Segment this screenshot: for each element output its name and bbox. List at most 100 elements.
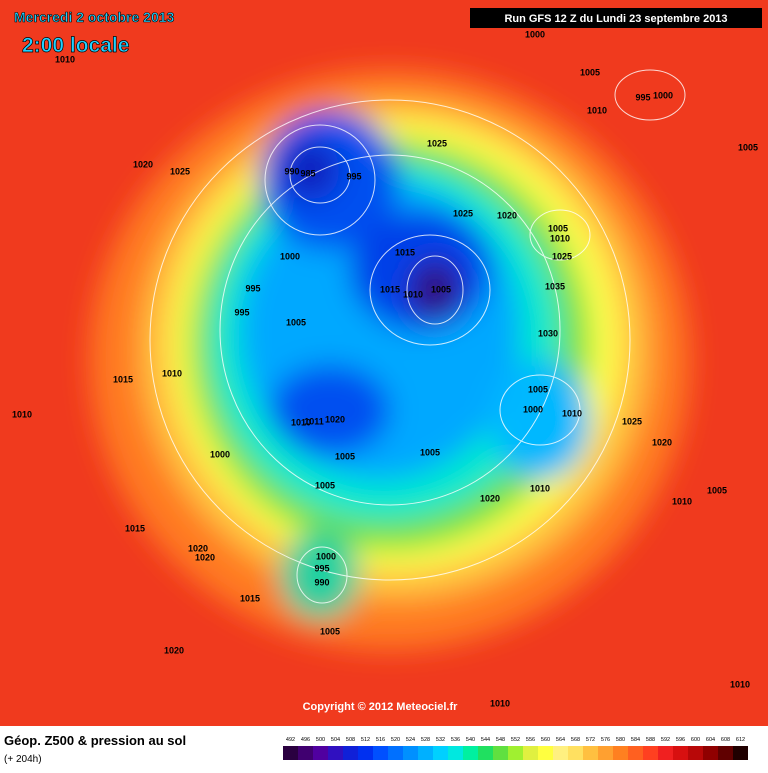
isobar-label: 1010 [530, 483, 550, 493]
isobar-label: 995 [635, 92, 650, 102]
scale-swatch [628, 746, 643, 760]
scale-label: 520 [391, 737, 400, 743]
isobar-label: 1005 [315, 480, 335, 490]
isobar-label: 1010 [55, 54, 75, 64]
scale-swatch [523, 746, 538, 760]
legend-title: Géop. Z500 & pression au sol [4, 733, 186, 748]
isobar-label: 1000 [316, 551, 336, 561]
isobar-label: 995 [234, 307, 249, 317]
scale-swatch [673, 746, 688, 760]
isobar-label: 1005 [320, 626, 340, 636]
scale-swatch [598, 746, 613, 760]
isobar-label: 1020 [652, 437, 672, 447]
scale-label: 532 [436, 737, 445, 743]
scale-label: 540 [466, 737, 475, 743]
scale-label: 492 [286, 737, 295, 743]
scale-swatch [688, 746, 703, 760]
scale-swatch [733, 746, 748, 760]
scale-label: 516 [376, 737, 385, 743]
scale-label: 564 [556, 737, 565, 743]
legend-lead: (+ 204h) [4, 754, 42, 765]
isobar-label: 1010 [550, 233, 570, 243]
scale-swatch [538, 746, 553, 760]
scale-label: 600 [691, 737, 700, 743]
isobar-label: 1030 [538, 328, 558, 338]
isobar-label: 1015 [380, 284, 400, 294]
isobar-label: 1000 [525, 29, 545, 39]
isobar-label: 1005 [528, 384, 548, 394]
scale-swatch [613, 746, 628, 760]
isobar-label: 1005 [548, 223, 568, 233]
scale-label: 604 [706, 737, 715, 743]
isobar-label: 1025 [170, 166, 190, 176]
date: Mercredi 2 octobre 2013 [14, 9, 175, 25]
scale-swatch [493, 746, 508, 760]
scale-swatch [448, 746, 463, 760]
scale-swatch [583, 746, 598, 760]
scale-swatch [418, 746, 433, 760]
scale-swatch [358, 746, 373, 760]
isobar-label: 1025 [552, 251, 572, 261]
scale-swatch [703, 746, 718, 760]
isobar-label: 990 [314, 577, 329, 587]
isobar-label: 1015 [125, 523, 145, 533]
scale-label: 496 [301, 737, 310, 743]
isobar-label: 1020 [188, 543, 208, 553]
isobar-label: 1011 [304, 416, 324, 426]
isobar-label: 1000 [210, 449, 230, 459]
scale-label: 524 [406, 737, 415, 743]
scale-label: 612 [736, 737, 745, 743]
isobar-label: 1005 [420, 447, 440, 457]
isobar-label: 995 [245, 283, 260, 293]
scale-swatch [658, 746, 673, 760]
scale-swatch [433, 746, 448, 760]
scale-label: 584 [631, 737, 640, 743]
isobar-label: 1020 [325, 414, 345, 424]
isobar-label: 1010 [562, 408, 582, 418]
scale-swatch [388, 746, 403, 760]
scale-label: 596 [676, 737, 685, 743]
scale-label: 552 [511, 737, 520, 743]
isobar-label: 995 [314, 563, 329, 573]
scale-label: 548 [496, 737, 505, 743]
isobar-label: 1005 [431, 284, 451, 294]
scale-swatch [343, 746, 358, 760]
isobar-label: 1010 [490, 698, 510, 708]
scale-label: 500 [316, 737, 325, 743]
scale-label: 592 [661, 737, 670, 743]
isobar-label: 1025 [453, 208, 473, 218]
height-field [0, 0, 768, 726]
isobar-label: 985 [300, 168, 315, 178]
scale-label: 504 [331, 737, 340, 743]
color-scale: 492 496 500 504 508 512 516 520 524 528 532 536 540 5… [283, 737, 748, 760]
scale-swatch [718, 746, 733, 760]
isobar-label: 1010 [403, 289, 423, 299]
scale-swatch [313, 746, 328, 760]
isobar-label: 1025 [622, 416, 642, 426]
isobar-label: 1010 [730, 679, 750, 689]
scale-swatch [553, 746, 568, 760]
time: 2:00 locale [22, 34, 129, 57]
isobar-label: 1020 [133, 159, 153, 169]
isobar-label: 1025 [427, 138, 447, 148]
scale-swatch [403, 746, 418, 760]
isobar-label: 1010 [12, 409, 32, 419]
scale-label: 536 [451, 737, 460, 743]
isobar-label: 1005 [286, 317, 306, 327]
isobar-label: 995 [346, 171, 361, 181]
isobar-label: 1005 [335, 451, 355, 461]
scale-label: 580 [616, 737, 625, 743]
isobar-label: 1015 [240, 593, 260, 603]
scale-swatch [328, 746, 343, 760]
isobar-label: 1020 [480, 493, 500, 503]
isobar-label: 1010 [291, 417, 311, 427]
scale-label: 572 [586, 737, 595, 743]
scale-swatch [568, 746, 583, 760]
scale-label: 528 [421, 737, 430, 743]
scale-label: 588 [646, 737, 655, 743]
isobar-label: 1005 [738, 142, 758, 152]
scale-label: 556 [526, 737, 535, 743]
scale-label: 544 [481, 737, 490, 743]
isobar-label: 1015 [113, 374, 133, 384]
